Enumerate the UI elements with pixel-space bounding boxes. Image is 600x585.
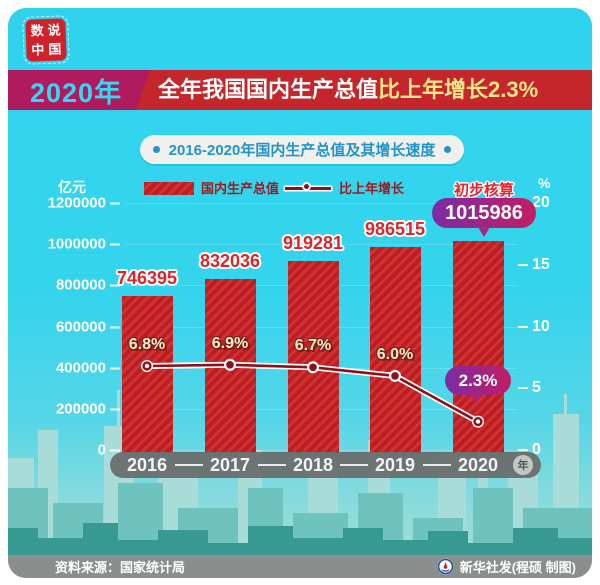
headline-title-main: 全年我国国内生产总值 xyxy=(158,77,379,102)
left-axis-tick: 400000 xyxy=(8,359,120,376)
bullet-dot-icon xyxy=(152,146,160,153)
credit-text: 新华社发(程硕 制图) xyxy=(459,560,576,575)
gdp-bar xyxy=(121,296,173,453)
seal-char: 数 xyxy=(30,22,44,39)
gridline xyxy=(126,203,518,204)
year-label: 2017 xyxy=(209,455,251,475)
left-axis-tick: 1000000 xyxy=(8,236,120,253)
headline-title: 全年我国国内生产总值比上年增长2.3% xyxy=(158,70,538,110)
growth-value-label: 6.8% xyxy=(128,336,166,354)
seal-char: 国 xyxy=(48,40,62,57)
year-separator xyxy=(422,464,451,466)
right-axis-tick: 0 xyxy=(518,441,541,459)
gdp-bar xyxy=(452,240,504,453)
year-label: 2016 xyxy=(126,455,168,475)
year-separator xyxy=(340,464,368,466)
chart-title-pill: 2016-2020年国内生产总值及其增长速度 xyxy=(140,135,464,164)
year-separator xyxy=(174,464,203,466)
growth-value-label: 6.0% xyxy=(376,345,414,363)
gdp-bar-value-label: 746395 xyxy=(116,268,178,289)
line-legend-label: 比上年增长 xyxy=(339,181,405,196)
right-axis-unit: % xyxy=(538,175,551,191)
infographic-card: 数 说 中 国 2020年 全年我国国内生产总值比上年增长2.3% 2016-2… xyxy=(8,8,592,578)
gdp-bar xyxy=(287,260,339,453)
seal-char: 中 xyxy=(31,41,45,58)
headline-title-highlight: 比上年增长2.3% xyxy=(378,77,539,102)
year-label: 2019 xyxy=(374,455,416,475)
gdp-bar-value-label: 919281 xyxy=(282,232,344,253)
year-label: 2018 xyxy=(292,455,334,475)
final-growth-bubble: 2.3% xyxy=(445,366,511,404)
bar-legend-swatch-icon xyxy=(144,182,194,195)
data-source: 资料来源：国家统计局 xyxy=(55,560,186,575)
left-axis-tick: 1200000 xyxy=(8,195,120,212)
seal-char: 说 xyxy=(47,21,61,38)
headline-year: 2020年 xyxy=(30,77,123,108)
x-axis-bar: 年 2016 2017 2018 2019 2020 xyxy=(110,452,541,478)
headline-banner: 2020年 全年我国国内生产总值比上年增长2.3% xyxy=(8,70,592,110)
bar-legend-label: 国内生产总值 xyxy=(201,181,280,196)
growth-value-label: 6.7% xyxy=(294,337,332,355)
gdp-bar xyxy=(204,278,256,453)
left-axis-tick: 800000 xyxy=(8,277,120,294)
xinhua-agency-icon xyxy=(437,558,454,575)
line-legend-swatch-icon xyxy=(285,182,331,191)
year-separator xyxy=(257,464,286,466)
right-axis-tick: 10 xyxy=(518,318,550,336)
left-axis-tick: 200000 xyxy=(8,400,120,417)
headline-year-ribbon: 2020年 xyxy=(8,70,150,110)
growth-value-label: 6.9% xyxy=(211,334,249,352)
gdp-bar-value-label: 986515 xyxy=(364,218,426,239)
left-axis-tick: 0 xyxy=(8,442,120,459)
credit-group: 新华社发(程硕 制图) xyxy=(437,557,576,576)
chart-title: 2016-2020年国内生产总值及其增长速度 xyxy=(168,142,436,159)
preliminary-note: 初步核算 xyxy=(453,182,514,199)
gridline xyxy=(126,244,518,246)
final-value-badge: 1015986 xyxy=(432,198,536,237)
left-axis-unit: 亿元 xyxy=(58,179,86,195)
x-axis-unit-badge: 年 xyxy=(513,455,533,475)
bullet-dot-icon xyxy=(444,146,452,153)
right-axis-tick: 5 xyxy=(518,379,541,397)
shushuo-zhongguo-seal-logo: 数 说 中 国 xyxy=(22,15,70,65)
right-axis-tick: 15 xyxy=(518,256,550,274)
year-label: 2020 xyxy=(457,455,499,475)
footer-bar: 资料来源：国家统计局 新华社发(程硕 制图) xyxy=(8,555,592,578)
gdp-bar-value-label: 832036 xyxy=(199,250,261,271)
left-axis-tick: 600000 xyxy=(8,318,120,335)
